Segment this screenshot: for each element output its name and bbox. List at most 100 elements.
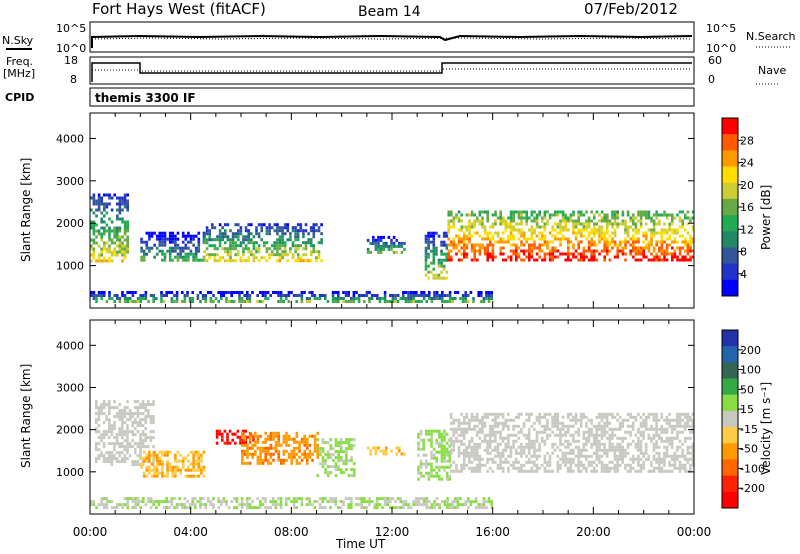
heatmap-cell — [279, 291, 283, 294]
heatmap-cell — [551, 246, 554, 250]
heatmap-cell — [134, 300, 137, 303]
heatmap-cell — [208, 256, 211, 260]
heatmap-cell — [429, 261, 433, 265]
heatmap-cell — [257, 250, 261, 254]
heatmap-cell — [129, 291, 132, 294]
colorbar-tick-label: 50 — [740, 383, 754, 396]
heatmap-cell — [655, 451, 658, 455]
heatmap-cell — [131, 463, 134, 467]
heatmap-cell — [637, 463, 640, 467]
heatmap-cell — [217, 300, 220, 303]
heatmap-cell — [681, 418, 684, 422]
heatmap-cell — [113, 457, 116, 461]
heatmap-cell — [613, 445, 617, 449]
heatmap-cell — [473, 469, 476, 473]
heatmap-cell — [118, 208, 122, 212]
heatmap-cell — [491, 418, 495, 422]
heatmap-cell — [499, 237, 502, 241]
heatmap-cell — [684, 216, 687, 220]
heatmap-cell — [611, 460, 614, 464]
heatmap-cell — [427, 252, 430, 256]
heatmap-cell — [121, 424, 124, 428]
heatmap-cell — [422, 441, 425, 445]
heatmap-cell — [670, 463, 674, 467]
heatmap-cell — [300, 294, 304, 297]
heatmap-cell — [491, 457, 495, 461]
heatmap-cell — [603, 258, 606, 262]
heatmap-cell — [113, 442, 116, 446]
heatmap-cell — [334, 456, 338, 460]
heatmap-cell — [507, 424, 510, 428]
heatmap-cell — [663, 252, 666, 256]
heatmap-cell — [306, 455, 309, 459]
heatmap-cell — [517, 460, 521, 464]
heatmap-cell — [478, 454, 482, 458]
heatmap-cell — [227, 291, 231, 294]
heatmap-cell — [226, 432, 229, 436]
heatmap-cell — [465, 427, 469, 431]
heatmap-cell — [445, 243, 449, 247]
heatmap-cell — [292, 500, 296, 504]
heatmap-cell — [642, 433, 645, 437]
heatmap-cell — [572, 424, 575, 428]
heatmap-cell — [432, 252, 436, 256]
heatmap-cell — [407, 503, 410, 507]
heatmap-cell — [467, 294, 470, 297]
heatmap-cell — [121, 259, 124, 263]
heatmap-cell — [465, 463, 469, 467]
heatmap-cell — [318, 294, 322, 297]
heatmap-cell — [652, 433, 656, 437]
heatmap-cell — [660, 228, 664, 232]
heatmap-cell — [600, 234, 604, 238]
heatmap-cell — [501, 415, 505, 419]
heatmap-cell — [475, 418, 479, 422]
heatmap-cell — [222, 294, 226, 297]
heatmap-cell — [282, 449, 286, 453]
heatmap-cell — [525, 469, 528, 473]
heatmap-cell — [598, 448, 601, 452]
heatmap-cell — [126, 430, 129, 434]
heatmap-cell — [208, 235, 211, 239]
heatmap-cell — [514, 424, 518, 428]
heatmap-cell — [194, 255, 198, 259]
heatmap-cell — [326, 474, 330, 478]
heatmap-cell — [494, 240, 497, 244]
heatmap-cell — [118, 445, 121, 449]
heatmap-cell — [486, 213, 489, 217]
heatmap-cell — [509, 225, 513, 229]
heatmap-cell — [267, 458, 270, 462]
heatmap-cell — [192, 465, 195, 469]
heatmap-cell — [403, 452, 406, 456]
heatmap-cell — [255, 247, 258, 251]
heatmap-cell — [92, 193, 96, 197]
heatmap-cell — [187, 459, 190, 463]
heatmap-cell — [686, 451, 690, 455]
heatmap-cell — [655, 415, 658, 419]
heatmap-cell — [483, 421, 487, 425]
heatmap-cell — [517, 451, 521, 455]
heatmap-cell — [528, 237, 531, 241]
heatmap-cell — [657, 418, 661, 422]
heatmap-cell — [585, 421, 588, 425]
heatmap-cell — [470, 427, 474, 431]
heatmap-cell — [689, 463, 692, 467]
heatmap-cell — [264, 446, 267, 450]
heatmap-cell — [161, 453, 164, 457]
heatmap-cell — [309, 226, 313, 230]
heatmap-cell — [486, 216, 489, 220]
heatmap-cell — [590, 231, 593, 235]
heatmap-cell — [251, 500, 254, 504]
heatmap-cell — [445, 447, 449, 451]
heatmap-cell — [379, 238, 383, 242]
heatmap-cell — [650, 427, 653, 431]
heatmap-cell — [445, 450, 449, 454]
heatmap-cell — [136, 400, 140, 404]
heatmap-cell — [527, 433, 531, 437]
heatmap-cell — [97, 196, 101, 200]
heatmap-cell — [491, 243, 495, 247]
heatmap-cell — [678, 445, 682, 449]
heatmap-cell — [216, 247, 219, 251]
heatmap-cell — [188, 300, 192, 303]
nave-label: Nave — [758, 64, 786, 77]
heatmap-cell — [179, 453, 182, 457]
